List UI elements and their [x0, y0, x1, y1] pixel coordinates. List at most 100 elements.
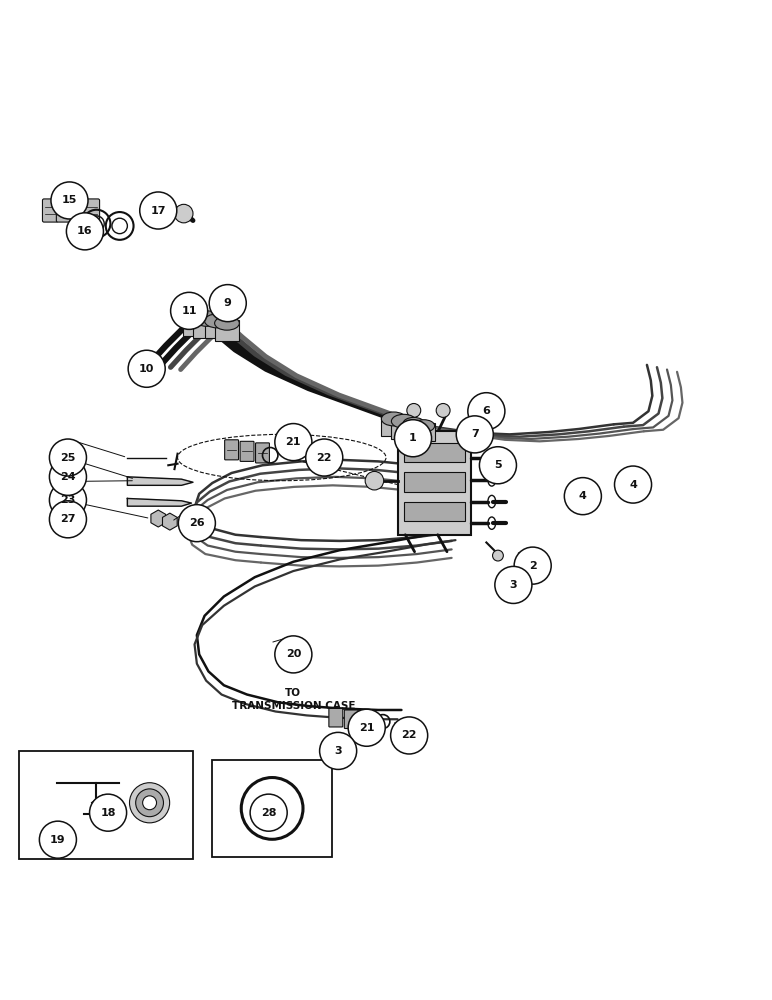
- Text: 18: 18: [100, 808, 116, 818]
- Circle shape: [394, 420, 432, 457]
- FancyBboxPatch shape: [84, 199, 100, 222]
- FancyBboxPatch shape: [256, 443, 269, 463]
- FancyBboxPatch shape: [212, 760, 332, 857]
- Polygon shape: [162, 513, 178, 530]
- Text: 4: 4: [579, 491, 587, 501]
- Ellipse shape: [381, 412, 406, 426]
- Circle shape: [171, 292, 208, 329]
- Ellipse shape: [215, 316, 239, 330]
- Bar: [391, 418, 416, 439]
- FancyBboxPatch shape: [70, 199, 86, 222]
- Text: 16: 16: [77, 226, 93, 236]
- Text: 4: 4: [629, 480, 637, 490]
- Circle shape: [275, 636, 312, 673]
- Circle shape: [564, 478, 601, 515]
- Ellipse shape: [183, 309, 211, 324]
- Ellipse shape: [413, 420, 435, 432]
- Circle shape: [306, 439, 343, 476]
- FancyBboxPatch shape: [398, 431, 471, 535]
- Ellipse shape: [205, 314, 229, 328]
- Text: 21: 21: [359, 723, 374, 733]
- FancyBboxPatch shape: [404, 502, 465, 521]
- Circle shape: [174, 204, 193, 223]
- Text: 10: 10: [139, 364, 154, 374]
- Text: 19: 19: [50, 835, 66, 845]
- Bar: [215, 320, 239, 341]
- Text: 20: 20: [286, 649, 301, 659]
- Circle shape: [468, 393, 505, 430]
- FancyBboxPatch shape: [19, 751, 193, 859]
- Circle shape: [128, 350, 165, 387]
- Text: 22: 22: [317, 453, 332, 463]
- Text: 26: 26: [189, 518, 205, 528]
- Text: 3: 3: [334, 746, 342, 756]
- FancyBboxPatch shape: [360, 712, 374, 730]
- Text: TRANSMISSION CASE: TRANSMISSION CASE: [232, 701, 355, 711]
- FancyBboxPatch shape: [42, 199, 58, 222]
- Circle shape: [275, 424, 312, 461]
- Circle shape: [51, 182, 88, 219]
- FancyBboxPatch shape: [404, 472, 465, 492]
- Text: 28: 28: [261, 808, 276, 818]
- Text: 1: 1: [409, 433, 417, 443]
- Text: 3: 3: [510, 580, 517, 590]
- Circle shape: [136, 789, 164, 817]
- Ellipse shape: [391, 414, 416, 428]
- Circle shape: [436, 403, 450, 417]
- Polygon shape: [151, 510, 166, 527]
- Text: 22: 22: [401, 730, 417, 740]
- Circle shape: [178, 505, 215, 542]
- Text: 11: 11: [181, 306, 197, 316]
- Circle shape: [495, 566, 532, 603]
- Circle shape: [348, 709, 385, 746]
- Text: 23: 23: [60, 495, 76, 505]
- FancyBboxPatch shape: [344, 710, 358, 729]
- Circle shape: [140, 192, 177, 229]
- Circle shape: [493, 550, 503, 561]
- Circle shape: [250, 794, 287, 831]
- Text: 27: 27: [60, 514, 76, 524]
- FancyBboxPatch shape: [404, 443, 465, 462]
- Circle shape: [456, 416, 493, 453]
- Text: TO: TO: [286, 688, 301, 698]
- Text: 24: 24: [60, 472, 76, 482]
- FancyBboxPatch shape: [240, 441, 254, 461]
- Text: 7: 7: [471, 429, 479, 439]
- Circle shape: [615, 466, 652, 503]
- Circle shape: [479, 447, 516, 484]
- Circle shape: [90, 794, 127, 831]
- Bar: [183, 312, 211, 336]
- Text: 21: 21: [286, 437, 301, 447]
- Ellipse shape: [403, 417, 425, 430]
- Text: 6: 6: [482, 406, 490, 416]
- Bar: [205, 317, 229, 338]
- Bar: [403, 420, 425, 439]
- Bar: [413, 423, 435, 441]
- FancyBboxPatch shape: [56, 199, 72, 222]
- Text: 2: 2: [529, 561, 537, 571]
- Text: 25: 25: [60, 453, 76, 463]
- FancyBboxPatch shape: [225, 440, 239, 460]
- Circle shape: [49, 481, 86, 519]
- Circle shape: [320, 732, 357, 769]
- Polygon shape: [127, 477, 193, 485]
- Circle shape: [209, 285, 246, 322]
- Polygon shape: [127, 498, 191, 506]
- Circle shape: [49, 439, 86, 476]
- Text: 9: 9: [224, 298, 232, 308]
- Ellipse shape: [193, 311, 221, 326]
- FancyBboxPatch shape: [329, 708, 343, 727]
- Circle shape: [39, 821, 76, 858]
- Circle shape: [391, 717, 428, 754]
- Circle shape: [514, 547, 551, 584]
- Circle shape: [407, 403, 421, 417]
- Text: 15: 15: [62, 195, 77, 205]
- Bar: [193, 315, 221, 338]
- Circle shape: [130, 783, 170, 823]
- Circle shape: [143, 796, 157, 810]
- Bar: [381, 415, 406, 436]
- Circle shape: [365, 471, 384, 490]
- Text: 5: 5: [494, 460, 502, 470]
- Circle shape: [49, 458, 86, 495]
- Circle shape: [66, 213, 103, 250]
